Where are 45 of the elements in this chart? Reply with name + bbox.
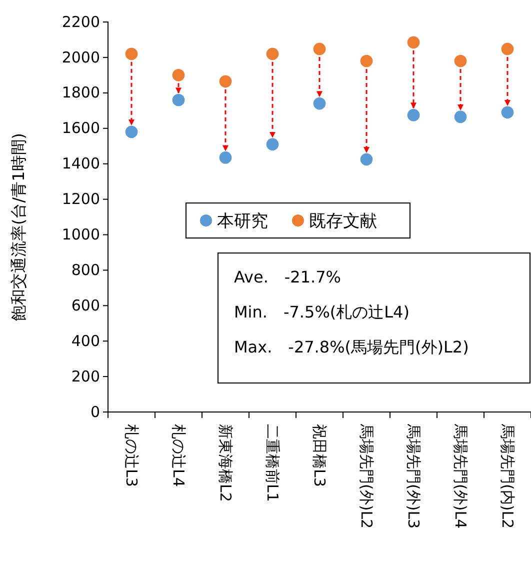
point [407, 36, 420, 49]
y-tick-label: 1800 [62, 84, 100, 102]
point [313, 97, 326, 110]
y-tick-label: 200 [71, 367, 100, 386]
x-tick-label: 新東海橋L2 [216, 424, 234, 502]
x-tick-label: 札の辻L3 [122, 424, 140, 487]
legend-label: 本研究 [217, 211, 268, 232]
x-tick-label: 札の辻L4 [169, 424, 188, 487]
point [125, 126, 138, 138]
point [501, 42, 514, 56]
point [313, 42, 326, 56]
annotation: Min. -7.5%(札の辻L4) [234, 302, 410, 322]
y-tick-label: 1200 [62, 190, 100, 208]
x-tick-label: 馬場先門(外)L2 [357, 423, 376, 529]
y-tick-label: 0 [90, 402, 100, 421]
point [454, 54, 467, 68]
point [125, 48, 138, 60]
x-tick-label: 馬場先門(外)L3 [404, 423, 422, 529]
y-tick-label: 1600 [62, 119, 100, 138]
y-tick-label: 1000 [62, 226, 100, 244]
y-tick-label: 2000 [62, 48, 100, 66]
y-axis-title: 飽和交通流率(台/青1時間) [9, 132, 28, 322]
point [360, 54, 373, 68]
y-tick-label: 1400 [62, 154, 100, 173]
point [501, 106, 514, 119]
point [219, 151, 232, 164]
x-tick-label: 馬場先門(内)L2 [498, 423, 516, 529]
point [266, 48, 279, 60]
x-tick-label: 二重橋前L1 [263, 424, 282, 502]
annotation: Max. -27.8%(馬場先門(外)L2) [234, 338, 469, 357]
y-tick-label: 2200 [62, 12, 100, 31]
point [172, 69, 185, 82]
legend-label: 既存文献 [309, 211, 377, 232]
y-tick-label: 600 [71, 296, 100, 314]
point [407, 108, 420, 122]
x-tick-label: 祝田橋L3 [310, 424, 328, 487]
x-tick-label: 馬場先門(外)L4 [451, 423, 470, 529]
point [219, 75, 232, 88]
point [266, 138, 279, 150]
y-tick-label: 400 [71, 332, 100, 350]
annotation: Ave. -21.7% [234, 268, 342, 287]
point [172, 94, 185, 106]
point [454, 110, 467, 124]
y-tick-label: 800 [71, 260, 100, 279]
point [360, 153, 373, 166]
